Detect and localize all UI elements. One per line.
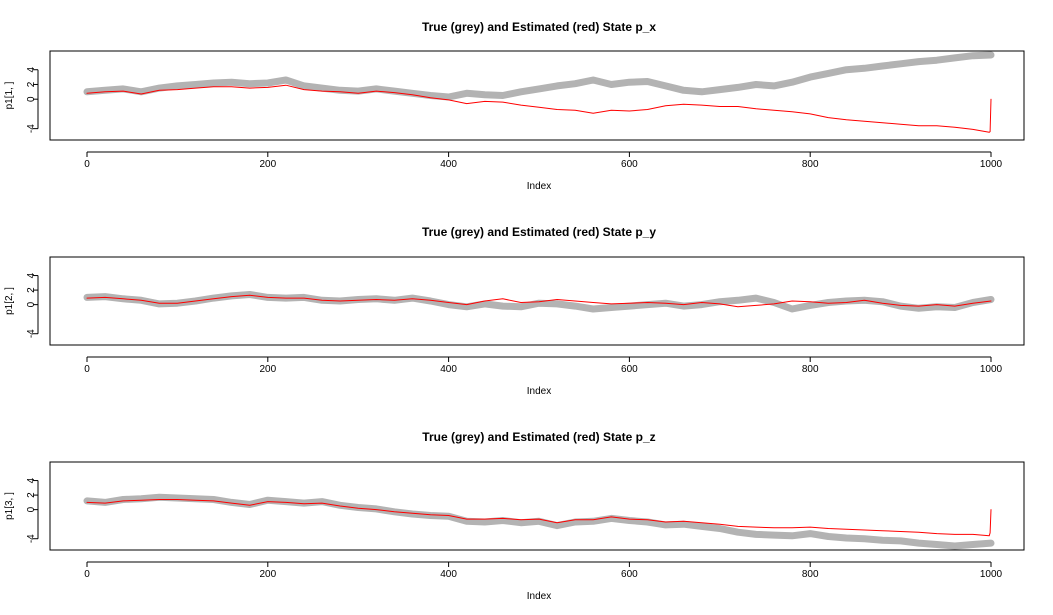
x-tick-label: 0 [84, 159, 90, 170]
x-tick-label: 0 [84, 364, 90, 375]
x-tick-label: 200 [259, 159, 276, 170]
chart-panel-3: 0 200 400 600 800 1000 -4 0 2 4 True (grey) and Es… [4, 430, 1025, 602]
chart-title: True (grey) and Estimated (red) State p_… [422, 430, 655, 444]
x-tick-label: 400 [440, 364, 457, 375]
chart-title: True (grey) and Estimated (red) State p_… [422, 20, 656, 34]
true-state-line [83, 291, 995, 313]
x-tick-label: 200 [259, 364, 276, 375]
x-tick-label: 800 [802, 159, 819, 170]
x-tick-label: 1000 [980, 569, 1003, 580]
x-axis-label: Index [527, 386, 551, 397]
x-tick-label: 600 [621, 569, 638, 580]
x-tick-label: 800 [802, 364, 819, 375]
y-tick-label: 2 [26, 81, 37, 87]
true-state-line [83, 51, 995, 101]
estimated-state-line [86, 294, 992, 308]
y-tick-label: 2 [26, 492, 37, 498]
y-tick-label: 4 [26, 67, 37, 73]
y-tick-label: 0 [26, 301, 37, 307]
x-axis-label: Index [527, 591, 551, 602]
estimated-state-line [86, 84, 992, 133]
chart-panel-2: 0 200 400 600 800 1000 -4 0 2 4 True (grey) and Es… [4, 225, 1025, 397]
x-tick-label: 1000 [980, 364, 1003, 375]
x-tick-label: 600 [621, 364, 638, 375]
y-tick-label: -4 [26, 124, 37, 133]
x-tick-label: 400 [440, 159, 457, 170]
chart-title: True (grey) and Estimated (red) State p_… [422, 225, 656, 239]
y-tick-label: 0 [26, 506, 37, 512]
plot-frame [49, 461, 1025, 551]
x-tick-label: 0 [84, 569, 90, 580]
y-tick-label: 0 [26, 96, 37, 102]
estimated-state-line [86, 499, 992, 537]
x-tick-label: 600 [621, 159, 638, 170]
chart-panel-1: 0 200 400 600 800 1000 -4 0 2 4 True (grey) and Es… [4, 20, 1025, 192]
x-tick-label: 200 [259, 569, 276, 580]
x-tick-label: 800 [802, 569, 819, 580]
x-tick-label: 400 [440, 569, 457, 580]
x-axis-label: Index [527, 181, 551, 192]
y-axis-label: p1[2, ] [4, 287, 15, 315]
plot-frame [49, 256, 1025, 346]
true-state-line [83, 493, 995, 550]
y-tick-label: -4 [26, 534, 37, 543]
y-axis-label: p1[3, ] [4, 492, 15, 520]
y-tick-label: 4 [26, 477, 37, 483]
y-tick-label: -4 [26, 329, 37, 338]
y-axis-label: p1[1, ] [4, 81, 15, 109]
y-tick-label: 4 [26, 272, 37, 278]
x-tick-label: 1000 [980, 159, 1003, 170]
y-tick-label: 2 [26, 287, 37, 293]
plot-frame [49, 50, 1025, 141]
